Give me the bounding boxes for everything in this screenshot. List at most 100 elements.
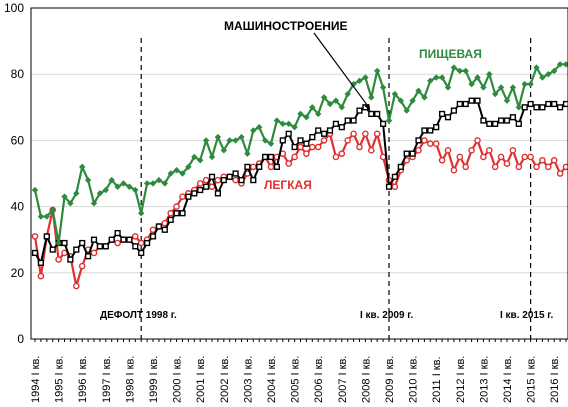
data-point-light xyxy=(379,153,387,161)
data-point-light xyxy=(515,163,523,171)
data-point-light xyxy=(462,163,470,171)
data-point-machine xyxy=(515,120,522,127)
x-tick-label: 2001 I кв. xyxy=(195,356,207,403)
data-point-food xyxy=(403,107,410,114)
data-point-food xyxy=(79,163,86,171)
data-point-food xyxy=(61,193,68,200)
data-point-light xyxy=(61,249,68,257)
data-point-food xyxy=(450,64,458,71)
data-point-machine xyxy=(551,100,558,108)
data-point-light xyxy=(533,163,540,171)
data-point-machine xyxy=(197,186,204,194)
data-point-light xyxy=(485,147,493,154)
data-point-machine xyxy=(73,246,80,253)
x-tick-label: 2014 I кв. xyxy=(502,356,514,403)
data-point-light xyxy=(373,130,381,138)
data-point-machine xyxy=(250,177,257,184)
data-point-machine xyxy=(498,117,505,124)
data-point-light xyxy=(556,170,564,177)
data-point-food xyxy=(486,71,493,78)
data-point-light xyxy=(297,143,304,151)
data-point-food xyxy=(421,94,428,101)
data-point-food xyxy=(379,84,387,91)
data-point-light xyxy=(539,156,546,164)
data-point-light xyxy=(31,233,39,240)
data-point-machine xyxy=(191,190,198,197)
data-point-light xyxy=(356,143,363,151)
data-point-light xyxy=(421,137,428,144)
data-point-machine xyxy=(527,100,534,108)
data-point-machine xyxy=(262,153,269,161)
data-point-food xyxy=(67,200,74,207)
data-point-machine xyxy=(421,127,428,134)
x-tick-label: 2006 I кв. xyxy=(313,356,325,403)
data-point-food xyxy=(562,61,568,68)
data-point-machine xyxy=(61,239,68,247)
data-point-food xyxy=(261,137,269,144)
data-point-light xyxy=(267,163,275,171)
data-point-machine xyxy=(385,183,393,190)
data-point-machine xyxy=(297,137,304,144)
data-point-food xyxy=(456,67,463,75)
data-point-light xyxy=(196,180,204,187)
data-point-light xyxy=(545,163,552,171)
data-point-machine xyxy=(185,193,192,200)
data-point-machine xyxy=(108,236,115,243)
data-point-light xyxy=(73,282,80,290)
data-point-machine xyxy=(380,120,387,127)
data-point-light xyxy=(202,176,210,184)
machine-label-arrowhead xyxy=(364,103,371,111)
x-tick-label: 2002 I кв. xyxy=(219,356,231,403)
data-point-machine xyxy=(409,150,416,157)
x-tick-label: 2005 I кв. xyxy=(290,356,302,403)
data-point-food xyxy=(545,71,552,78)
data-point-machine xyxy=(303,140,310,147)
data-point-machine xyxy=(267,153,275,161)
data-point-machine xyxy=(202,183,210,190)
data-point-machine xyxy=(90,236,98,243)
data-point-light xyxy=(78,262,86,270)
data-point-machine xyxy=(49,246,56,253)
data-point-food xyxy=(291,123,298,131)
data-point-food xyxy=(167,170,174,177)
data-point-food xyxy=(96,190,104,197)
data-point-machine xyxy=(138,249,145,257)
data-point-machine xyxy=(374,110,381,118)
data-point-food xyxy=(108,176,115,184)
data-point-machine xyxy=(474,97,481,104)
annotation-lines: ДЕФОЛТ 1998 г. I кв. 2009 г. I кв. 2015 г. xyxy=(100,38,553,339)
data-point-light xyxy=(303,150,310,157)
data-point-machine xyxy=(226,173,233,180)
data-point-light xyxy=(550,156,558,164)
data-point-light xyxy=(161,219,169,227)
data-point-light xyxy=(55,256,62,263)
data-point-light xyxy=(291,153,298,161)
data-point-light xyxy=(456,153,464,161)
data-point-food xyxy=(84,176,92,184)
data-point-food xyxy=(409,97,416,104)
data-point-food xyxy=(539,74,546,81)
data-point-food xyxy=(385,117,393,124)
data-point-food xyxy=(468,80,475,88)
data-point-food xyxy=(533,64,540,71)
data-point-light xyxy=(149,226,157,234)
data-point-food xyxy=(197,157,204,164)
x-tick-label: 2015 I кв. xyxy=(526,356,538,403)
data-point-food xyxy=(356,77,363,85)
data-point-food xyxy=(238,133,245,141)
data-point-food xyxy=(350,80,357,88)
gridlines xyxy=(31,73,568,274)
data-point-light xyxy=(338,150,346,157)
data-point-food xyxy=(73,190,80,197)
y-tick-label: 20 xyxy=(11,266,25,280)
data-point-food xyxy=(338,104,345,111)
data-point-machine xyxy=(43,233,50,240)
data-point-machine xyxy=(557,104,564,111)
data-point-food xyxy=(503,97,511,104)
data-point-machine xyxy=(120,236,127,243)
data-point-machine xyxy=(509,114,517,121)
data-point-food xyxy=(226,137,233,144)
data-point-machine xyxy=(208,173,216,180)
data-point-food xyxy=(509,84,517,91)
